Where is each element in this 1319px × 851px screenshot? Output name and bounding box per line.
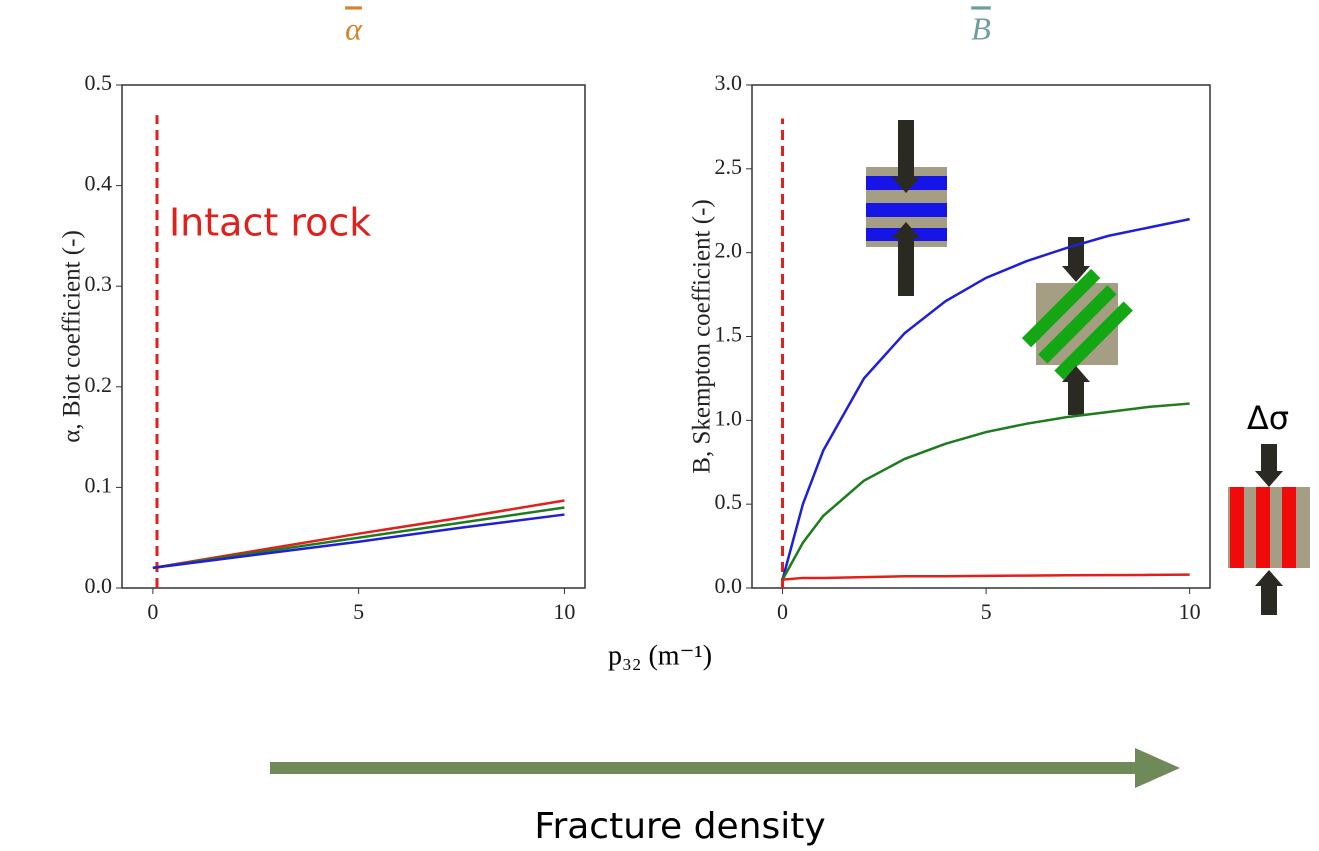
y-tick-label: 2.5 [715,154,743,179]
annotation: Intact rock [169,201,371,245]
y-axis-label: α, Biot coefficient (-) [59,230,86,443]
stress-arrow [892,222,920,296]
x-tick-label: 0 [777,599,788,624]
y-tick-label: 0.3 [85,271,113,296]
y-tick-label: 2.0 [715,238,743,263]
y-tick-label: 3.0 [715,70,743,95]
panel-title: α [345,10,363,46]
icon-vertical [1228,487,1310,568]
y-tick-label: 0.0 [715,573,743,598]
y-tick-label: 0.5 [715,489,743,514]
series-line [152,513,565,570]
y-tick-label: 1.0 [715,405,743,430]
series-line [781,402,1190,581]
y-tick-label: 0.0 [85,573,113,598]
icon-diagonal [1019,266,1135,382]
x-tick-label: 5 [353,599,364,624]
series-line [152,499,565,570]
y-axis-label: B, Skempton coefficient (-) [689,199,716,473]
stress-arrow [892,120,920,193]
y-tick-label: 0.5 [85,70,113,95]
plot-frame [751,84,1211,589]
x-tick-label: 10 [553,599,575,624]
density-arrow-head [1135,748,1180,788]
series-line [781,217,1190,580]
y-tick-label: 0.2 [85,372,113,397]
stress-label: Δσ [1247,399,1289,437]
series-line [152,506,565,570]
x-tick-label: 5 [981,599,992,624]
y-tick-label: 0.4 [85,171,113,196]
stress-arrow [1255,444,1283,487]
stress-arrow [1062,366,1090,415]
panel-title: B [971,10,991,46]
y-tick-label: 0.1 [85,472,113,497]
arrow-caption: Fracture density [534,806,825,847]
series-line [782,573,1190,581]
y-tick-label: 1.5 [715,322,743,347]
x-axis-label: p₃₂ (m⁻¹) [608,640,712,671]
x-tick-label: 0 [147,599,158,624]
x-tick-label: 10 [1179,599,1201,624]
stress-arrow [1255,570,1283,615]
plot-frame [121,84,586,589]
